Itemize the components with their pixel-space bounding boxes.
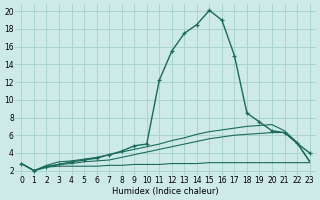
X-axis label: Humidex (Indice chaleur): Humidex (Indice chaleur) [112,187,219,196]
